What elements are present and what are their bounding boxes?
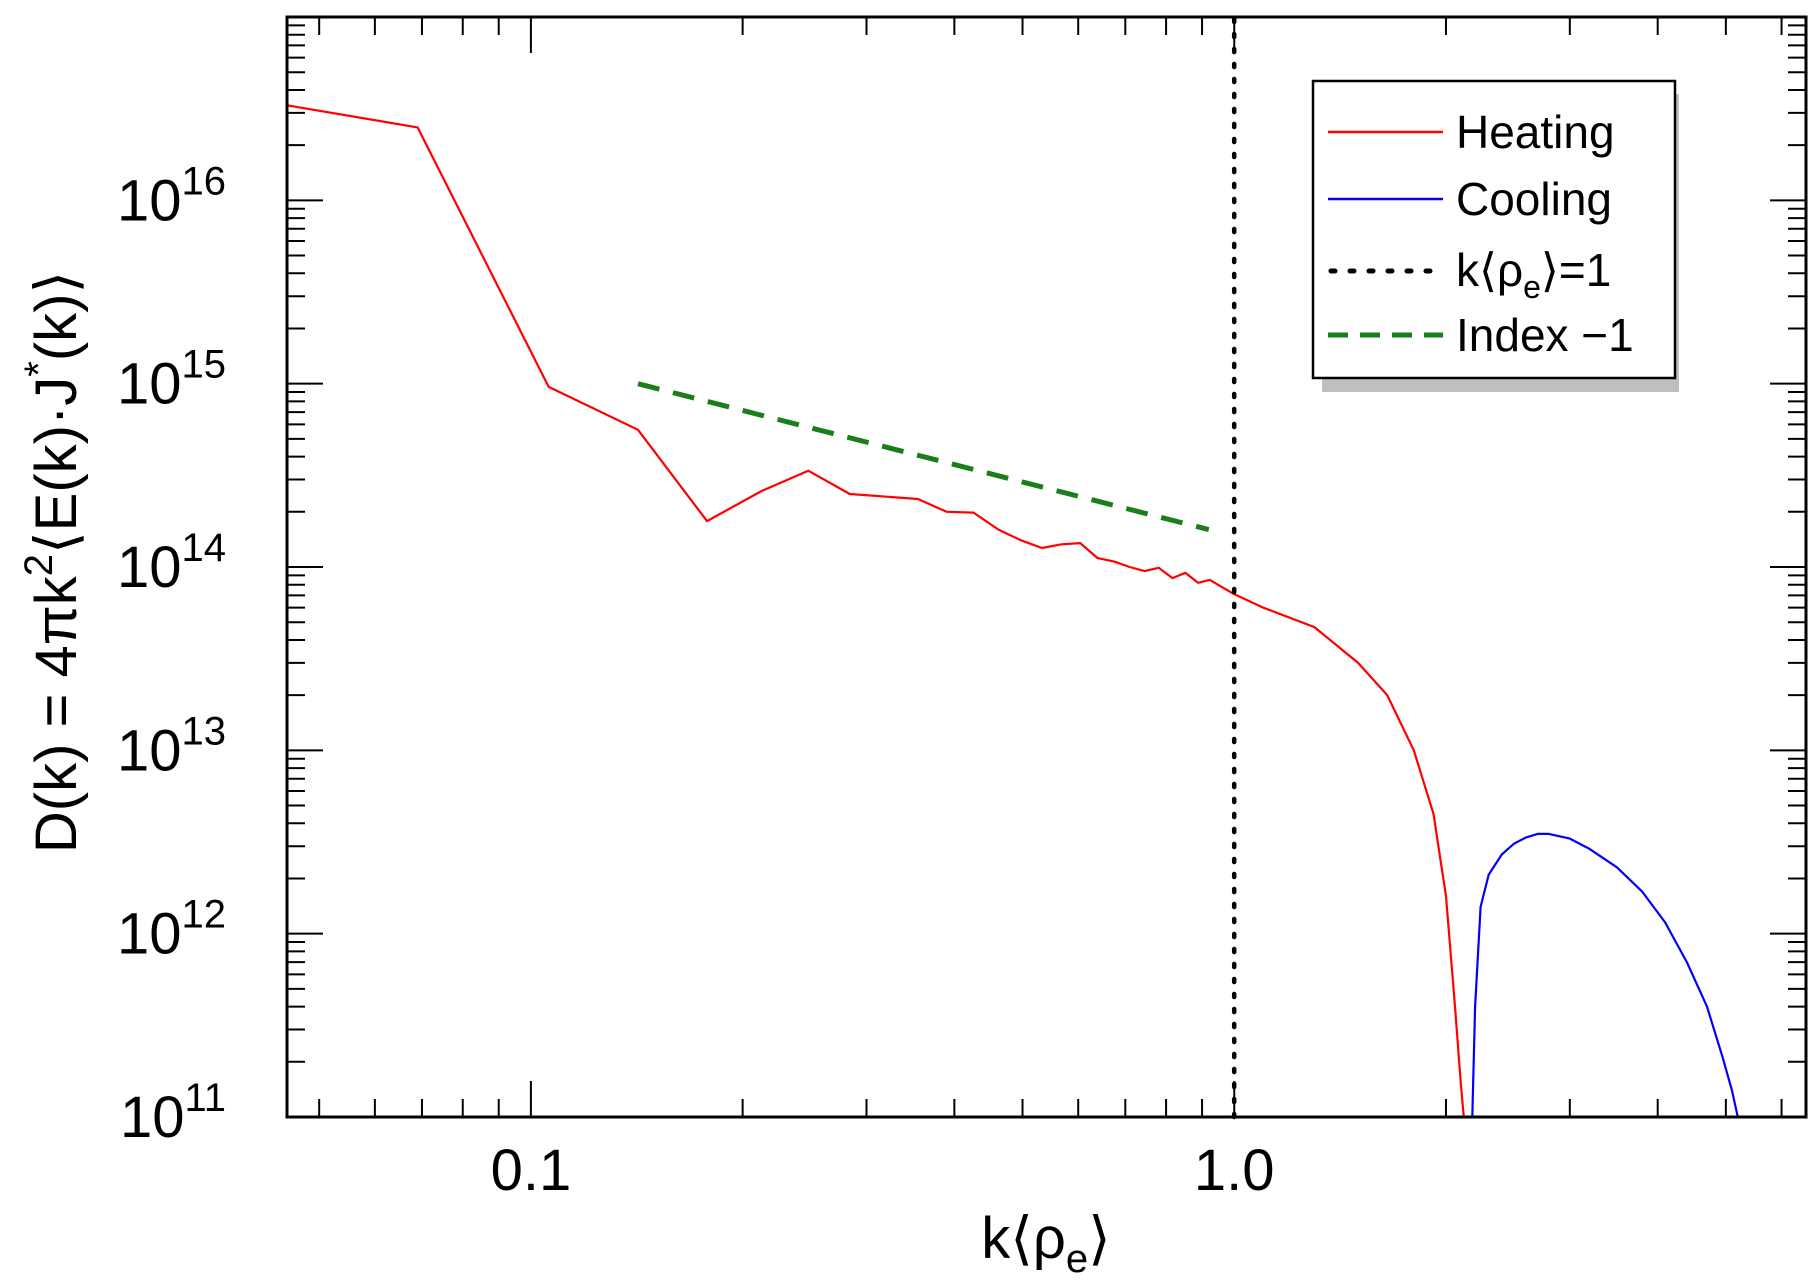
axis-ticks xyxy=(287,16,1806,1118)
legend-index-label: Index −1 xyxy=(1456,309,1634,361)
x-tick-label: 0.1 xyxy=(491,1138,572,1203)
legend-cooling-label: Cooling xyxy=(1456,173,1612,225)
x-tick-labels: 0.1 1.0 xyxy=(491,1138,1275,1203)
legend-heating-label: Heating xyxy=(1456,106,1615,158)
series-line-3 xyxy=(637,381,1210,533)
plot-frame xyxy=(285,15,1808,1119)
series-line-1 xyxy=(1471,832,1739,1118)
legend: Heating Cooling k⟨ρe⟩=1 Index −1 xyxy=(1311,79,1679,392)
x-axis-title: k⟨ρe⟩ xyxy=(981,1206,1111,1281)
y-tick-label: 1012 xyxy=(117,893,226,967)
y-tick-label: 1013 xyxy=(117,709,226,783)
y-tick-label: 1015 xyxy=(117,343,226,417)
y-tick-label: 1011 xyxy=(120,1076,226,1150)
y-tick-label: 1014 xyxy=(117,526,226,600)
series-layer xyxy=(286,14,1739,1120)
y-axis-title: D(k) = 4πk2⟨E(k)·J*(k)⟩ xyxy=(17,271,89,853)
legend-krho-label: k⟨ρe⟩=1 xyxy=(1456,244,1611,305)
y-tick-label: 1016 xyxy=(117,159,226,233)
x-tick-label: 1.0 xyxy=(1194,1138,1275,1203)
series-line-0 xyxy=(286,104,1465,1118)
legend-box xyxy=(1311,79,1677,380)
y-tick-labels: 1011 1012 1013 1014 1015 1016 xyxy=(117,159,226,1150)
